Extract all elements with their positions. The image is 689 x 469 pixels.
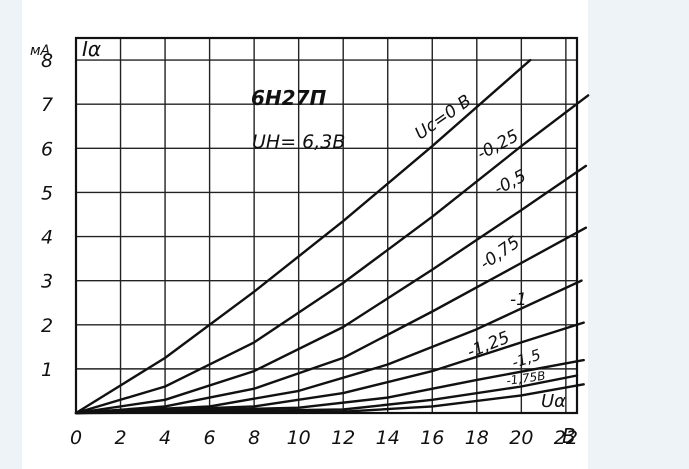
series-label-2: -0,5 xyxy=(491,166,530,199)
series-line-2 xyxy=(74,164,588,415)
x-tick-label-3: 6 xyxy=(204,427,216,449)
series-label-3: -0,75 xyxy=(476,232,524,274)
y-tick-label-5: 6 xyxy=(41,138,53,160)
x-tick-label-11: 22 xyxy=(554,427,578,449)
series-label-4: -1 xyxy=(510,290,527,310)
grid xyxy=(76,38,577,413)
chart-subtitle: UН= 6,3В xyxy=(252,131,345,153)
x-tick-label-10: 20 xyxy=(509,427,533,449)
x-tick-label-2: 4 xyxy=(159,427,171,449)
series-line-0 xyxy=(74,58,532,415)
right-margin xyxy=(588,0,689,469)
series-line-6 xyxy=(74,358,585,415)
y-tick-label-7: 8 xyxy=(41,50,53,72)
y-tick-label-3: 4 xyxy=(41,227,53,249)
left-margin xyxy=(0,0,22,469)
x-tick-label-8: 16 xyxy=(420,427,444,449)
series-line-1 xyxy=(74,94,590,415)
y-tick-label-2: 3 xyxy=(41,271,53,293)
plot-frame xyxy=(74,36,579,415)
series-line-4 xyxy=(74,279,583,415)
y-tick-label-0: 1 xyxy=(41,359,53,381)
series-layer xyxy=(74,58,590,415)
series-label-5: -1,25 xyxy=(464,328,512,363)
x-tick-label-7: 14 xyxy=(376,427,400,449)
x-tick-label-1: 2 xyxy=(114,427,126,449)
series-line-7 xyxy=(74,374,579,415)
x-tick-label-0: 0 xyxy=(70,427,82,449)
y-tick-label-1: 2 xyxy=(41,315,53,337)
y-unit-label: мА xyxy=(30,43,50,59)
y-tick-label-4: 5 xyxy=(41,182,53,204)
series-line-8 xyxy=(74,383,585,415)
x-tick-label-9: 18 xyxy=(465,427,489,449)
series-label-1: -0,25 xyxy=(474,126,522,164)
series-line-5 xyxy=(74,321,585,415)
x-tick-label-4: 8 xyxy=(248,427,260,449)
chart-title: 6Н27П xyxy=(251,86,326,110)
series-label-7: -1,75В xyxy=(505,369,546,388)
series-line-3 xyxy=(74,226,588,415)
x-tick-label-5: 10 xyxy=(287,427,311,449)
x-tick-label-6: 12 xyxy=(331,427,355,449)
y-axis-label: Iα xyxy=(82,37,101,61)
x-axis-label: Uα xyxy=(541,391,566,412)
x-unit-label: В xyxy=(562,424,576,448)
y-tick-label-6: 7 xyxy=(41,94,53,116)
